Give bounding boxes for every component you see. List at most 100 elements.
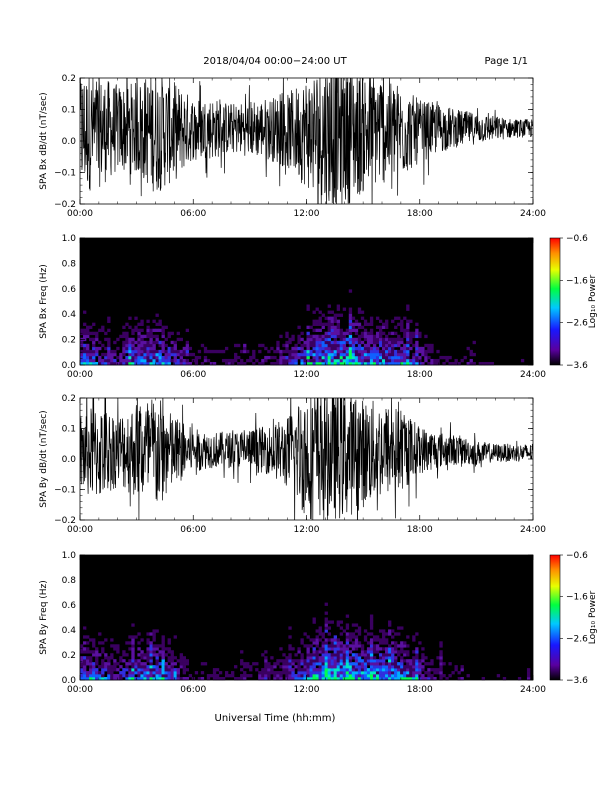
heatmap-cell [152,629,156,633]
heatmap-cell [137,340,141,345]
heatmap-cell [382,349,386,354]
heatmap-cell [143,346,147,351]
heatmap-cell [185,677,190,681]
heatmap-cell [306,352,310,357]
heatmap-cell [152,677,156,681]
heatmap-cell [212,668,217,672]
heatmap-cell [354,352,359,357]
heatmap-cell [119,665,123,669]
heatmap-cell [378,671,383,675]
heatmap-cell [101,647,105,651]
heatmap-cell [418,355,422,360]
heatmap-cell [348,635,353,639]
heatmap-cell [131,358,135,363]
heatmap-cell [360,340,365,345]
heatmap-cell [176,331,180,336]
heatmap-cell [125,355,129,360]
heatmap-cell [131,644,135,648]
heatmap-cell [152,671,156,675]
heatmap-cell [391,331,395,336]
heatmap-cell [173,358,177,363]
heatmap-cell [285,674,289,678]
heatmap-cell [439,644,443,648]
heatmap-cell [140,337,144,342]
heatmap-cell [315,319,319,323]
heatmap-cell [149,352,153,357]
heatmap-cell [125,343,129,348]
heatmap-cell [324,623,328,627]
heatmap-cell [137,659,141,663]
heatmap-cell [427,674,431,678]
heatmap-cell [140,322,144,326]
heatmap-cell [415,656,419,660]
heatmap-cell [285,656,289,660]
heatmap-cell [206,358,211,363]
heatmap-cell [143,355,147,360]
heatmap-cell [409,340,413,345]
heatmap-cell [240,677,244,681]
heatmap-cell [336,352,341,357]
heatmap-cell [333,647,337,651]
heatmap-cell [375,668,380,672]
heatmap-cell [360,674,365,678]
heatmap-cell [415,677,419,681]
heatmap-cell [333,334,337,339]
heatmap-cell [306,340,310,345]
heatmap-cell [86,346,90,351]
heatmap-cell [92,331,96,336]
heatmap-cell [152,328,156,333]
heatmap-cell [249,674,253,678]
heatmap-cell [406,325,410,330]
heatmap-cell [385,361,389,366]
heatmap-cell [375,334,380,339]
heatmap-cell [382,662,386,666]
heatmap-cell [176,677,180,681]
heatmap-cell [140,638,144,642]
heatmap-cell [149,331,153,336]
heatmap-cell [83,328,87,333]
heatmap-cell [369,331,374,336]
heatmap-cell [354,337,359,342]
heatmap-cell [300,671,304,675]
heatmap-cell [113,662,117,666]
heatmap-cell [128,674,132,678]
heatmap-cell [366,343,371,348]
heatmap-cell [110,653,114,657]
heatmap-cell [409,319,413,323]
heatmap-cell [116,647,120,651]
heatmap-cell [388,677,392,681]
heatmap-cell [285,349,289,354]
heatmap-cell [80,352,84,357]
heatmap-cell [363,349,368,354]
heatmap-cell [451,671,455,675]
heatmap-cell [131,343,135,348]
heatmap-cell [185,340,190,345]
heatmap-cell [306,644,310,648]
heatmap-cell [137,641,141,645]
heatmap-cell [406,346,410,351]
heatmap-cell [128,647,132,651]
heatmap-cell [152,319,156,323]
heatmap-cell [382,346,386,351]
heatmap-cell [134,659,138,663]
heatmap-cell [330,641,334,645]
heatmap-cell [158,644,162,648]
heatmap-cell [182,352,186,357]
heatmap-cell [333,331,337,336]
heatmap-cell [173,662,177,666]
heatmap-cell [237,677,241,681]
heatmap-cell [418,668,422,672]
heatmap-cell [131,656,135,660]
heatmap-cell [212,671,217,675]
heatmap-cell [224,361,229,366]
heatmap-cell [119,677,123,681]
heatmap-cell [360,334,365,339]
heatmap-cell [342,650,347,654]
heatmap-cell [394,343,398,348]
heatmap-cell [122,340,126,345]
heatmap-cell [318,352,322,357]
heatmap-cell [354,355,359,360]
heatmap-cell [258,677,262,681]
heatmap-cell [185,328,190,333]
heatmap-cell [149,668,153,672]
